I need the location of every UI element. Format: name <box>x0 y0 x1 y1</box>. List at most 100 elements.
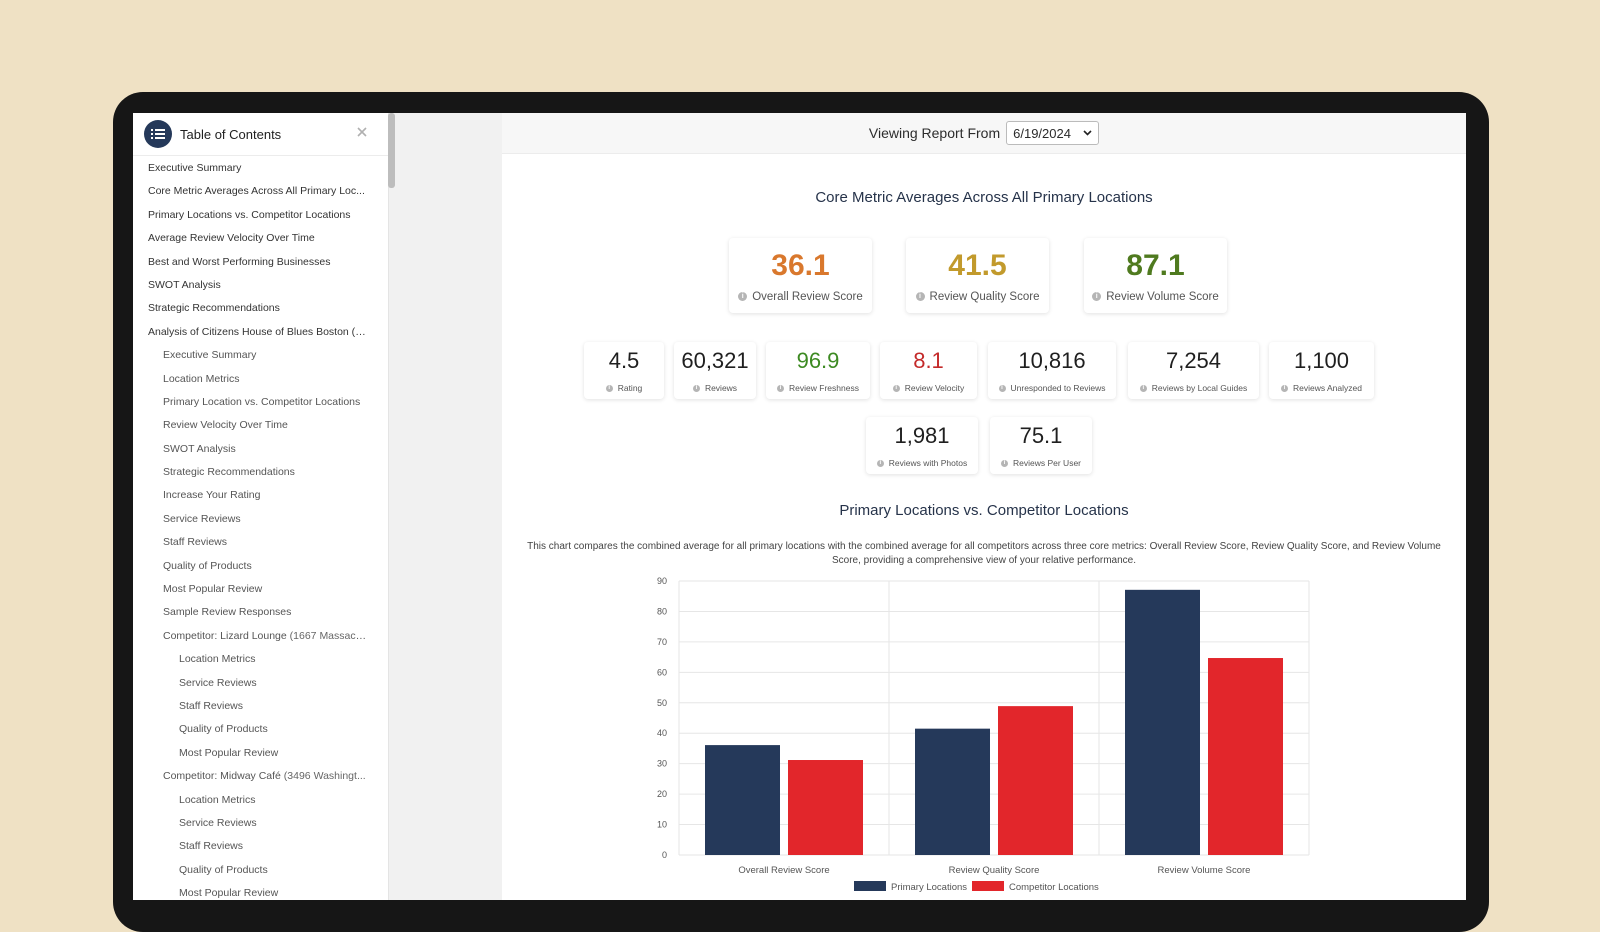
metric-caption: i Reviews Analyzed <box>1281 383 1362 393</box>
viewing-report-label: Viewing Report From <box>868 125 1001 141</box>
metric-value: 4.5 <box>608 348 640 373</box>
y-tick-label: 60 <box>657 667 667 677</box>
metric-label: Reviews Per User <box>1012 458 1082 468</box>
metric-label: Review Volume Score <box>1106 290 1219 303</box>
toc-item-label: Service Reviews <box>163 512 241 525</box>
toc-item[interactable]: Service Reviews <box>133 672 369 695</box>
toc-item[interactable]: Sample Review Responses <box>133 601 368 624</box>
legend-label: Primary Locations <box>891 882 967 893</box>
y-tick-label: 10 <box>657 820 667 830</box>
toc-item[interactable]: Most Popular Review <box>133 742 369 765</box>
toc-item-label: Analysis of Citizens House of Blues Bost… <box>148 325 368 338</box>
info-icon[interactable]: i <box>998 384 1006 392</box>
metric-value: 60,321 <box>681 348 749 373</box>
toc-item[interactable]: Most Popular Review <box>133 882 369 900</box>
metric-value: 10,816 <box>1018 348 1086 373</box>
x-tick-label: Review Quality Score <box>949 865 1040 876</box>
info-icon[interactable]: i <box>1000 459 1008 467</box>
info-icon[interactable]: i <box>605 384 613 392</box>
y-tick-label: 90 <box>657 576 667 586</box>
toc-item-address: (3496 Washingt... <box>280 770 366 783</box>
toc-item[interactable]: Location Metrics <box>133 648 369 671</box>
metric-caption: i Reviews by Local Guides <box>1139 383 1247 393</box>
toc-item[interactable]: Quality of Products <box>133 859 369 882</box>
toc-item[interactable]: Analysis of Citizens House of Blues Bost… <box>133 321 368 344</box>
metric-label: Unresponded to Reviews <box>1010 383 1106 393</box>
toc-item[interactable]: SWOT Analysis <box>133 274 368 297</box>
toc-item[interactable]: Competitor: Lizard Lounge (1667 Massach.… <box>133 625 368 648</box>
metric-value: 96.9 <box>796 348 840 373</box>
metric-caption: i Overall Review Score <box>738 291 863 303</box>
close-icon[interactable] <box>352 122 372 142</box>
toc-item[interactable]: Core Metric Averages Across All Primary … <box>133 180 368 203</box>
toc-list: Executive Summary Core Metric Averages Ac… <box>133 157 383 900</box>
metric-label: Review Velocity <box>904 383 965 393</box>
toc-item-label: Staff Reviews <box>179 699 243 712</box>
toc-item[interactable]: Best and Worst Performing Businesses <box>133 251 368 274</box>
metric-label: Review Quality Score <box>929 290 1040 303</box>
toc-item-label: Review Velocity Over Time <box>163 419 288 432</box>
info-icon[interactable]: i <box>915 292 925 301</box>
toc-item[interactable]: Quality of Products <box>133 718 369 741</box>
metric-value: 75.1 <box>1019 423 1063 448</box>
info-icon[interactable]: i <box>1281 384 1288 392</box>
metric-value: 36.1 <box>771 248 830 282</box>
toc-item[interactable]: Strategic Recommendations <box>133 297 368 320</box>
info-icon[interactable]: i <box>692 384 700 392</box>
toc-item[interactable]: Staff Reviews <box>133 695 369 718</box>
toc-item[interactable]: Average Review Velocity Over Time <box>133 227 368 250</box>
metric-label: Reviews <box>704 383 738 393</box>
toc-item-label: Executive Summary <box>148 162 242 174</box>
bar-competitor-locations <box>998 706 1073 855</box>
list-icon <box>144 120 172 148</box>
toc-item[interactable]: Location Metrics <box>133 789 369 812</box>
metric-label: Reviews Analyzed <box>1293 383 1362 393</box>
toc-item[interactable]: Increase Your Rating <box>133 484 368 507</box>
metric-caption: i Reviews Per User <box>1000 458 1082 468</box>
toc-item[interactable]: Location Metrics <box>133 368 368 391</box>
metric-card: 1,100 i Reviews Analyzed <box>1269 342 1374 399</box>
toc-item[interactable]: Quality of Products <box>133 555 368 578</box>
toc-header: Table of Contents <box>133 113 388 156</box>
toc-item-label: Primary Location vs. Competitor Location… <box>163 395 361 408</box>
info-icon[interactable]: i <box>1139 384 1147 392</box>
toc-item-label: Staff Reviews <box>163 536 227 549</box>
info-icon[interactable]: i <box>892 384 900 392</box>
toc-item[interactable]: Executive Summary <box>133 344 368 367</box>
toc-item[interactable]: Primary Locations vs. Competitor Locatio… <box>133 204 368 227</box>
toc-item[interactable]: Competitor: Midway Café (3496 Washingt..… <box>133 765 368 788</box>
toc-item[interactable]: Strategic Recommendations <box>133 461 368 484</box>
toc-item[interactable]: Service Reviews <box>133 812 369 835</box>
toc-item[interactable]: Most Popular Review <box>133 578 368 601</box>
y-tick-label: 30 <box>657 759 667 769</box>
metric-label: Overall Review Score <box>752 290 863 303</box>
metric-card: 96.9 i Review Freshness <box>766 342 870 399</box>
toc-item[interactable]: SWOT Analysis <box>133 438 368 461</box>
toc-item-label: Competitor: Midway Café <box>163 770 281 783</box>
legend-swatch <box>854 881 886 891</box>
metric-caption: i Unresponded to Reviews <box>998 383 1106 393</box>
toc-item[interactable]: Primary Location vs. Competitor Location… <box>133 391 368 414</box>
toc-item[interactable]: Review Velocity Over Time <box>133 414 368 437</box>
report-date-select[interactable]: 6/19/2024 <box>1006 121 1100 145</box>
metric-card: 36.1 i Overall Review Score <box>729 238 872 313</box>
info-icon[interactable]: i <box>777 384 785 392</box>
metric-card: 10,816 i Unresponded to Reviews <box>988 342 1116 399</box>
toc-item-label: Location Metrics <box>163 372 240 385</box>
toc-item[interactable]: Staff Reviews <box>133 531 368 554</box>
toc-item-label: Service Reviews <box>179 676 257 689</box>
toc-item[interactable]: Staff Reviews <box>133 835 369 858</box>
toc-item-label: Sample Review Responses <box>163 606 292 619</box>
x-tick-label: Review Volume Score <box>1158 865 1251 876</box>
y-tick-label: 50 <box>657 698 667 708</box>
info-icon[interactable]: i <box>1092 292 1102 301</box>
metric-label: Review Freshness <box>789 383 859 393</box>
info-icon[interactable]: i <box>876 459 884 467</box>
toc-item[interactable]: Service Reviews <box>133 508 368 531</box>
toc-item[interactable]: Executive Summary <box>133 157 368 180</box>
info-icon[interactable]: i <box>738 292 748 301</box>
metric-card: 60,321 i Reviews <box>674 342 756 399</box>
metric-label: Rating <box>617 383 643 393</box>
metric-value: 8.1 <box>913 348 944 373</box>
toc-scrollbar[interactable] <box>388 113 395 188</box>
